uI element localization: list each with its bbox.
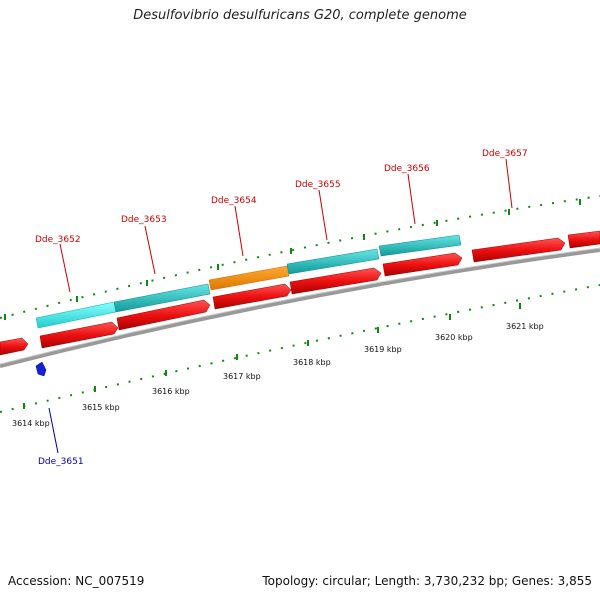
gene-label-dde-3652[interactable]: Dde_3652 xyxy=(35,235,81,245)
cds-arrow-dde-3654[interactable] xyxy=(212,283,292,310)
scale-label-3618: 3618 kbp xyxy=(293,358,331,367)
accession-text: Accession: NC_007519 xyxy=(8,574,145,588)
genome-title: Desulfovibrio desulfuricans G20, complet… xyxy=(133,8,467,23)
gene-label-dde-3656[interactable]: Dde_3656 xyxy=(384,164,430,174)
lower-scale-track xyxy=(0,284,600,413)
scale-label-3616: 3616 kbp xyxy=(152,387,190,396)
cog-bars xyxy=(35,234,462,329)
cds-arrows xyxy=(0,230,600,356)
cog-bar-dde-3654[interactable] xyxy=(208,265,290,291)
gene-label-dde-3653[interactable]: Dde_3653 xyxy=(121,215,167,225)
gene-label-dde-3657[interactable]: Dde_3657 xyxy=(482,149,528,159)
cds-arrow-dde-3652[interactable] xyxy=(39,321,119,349)
gene-leader-lines xyxy=(48,158,513,454)
genome-summary-text: Topology: circular; Length: 3,730,232 bp… xyxy=(262,574,592,588)
gene-label-dde-3655[interactable]: Dde_3655 xyxy=(295,180,341,190)
upper-tick-track xyxy=(0,195,600,320)
cog-bar-dde-3655[interactable] xyxy=(286,248,380,275)
cds-arrow-dde-3655[interactable] xyxy=(289,267,382,295)
cds-arrow-right-partial[interactable] xyxy=(567,230,600,249)
scale-label-3619: 3619 kbp xyxy=(364,345,402,354)
cog-bar-dde-3656[interactable] xyxy=(378,234,462,257)
scale-label-3620: 3620 kbp xyxy=(435,333,473,342)
scale-label-3621: 3621 kbp xyxy=(506,322,544,331)
cds-arrow-dde-3657[interactable] xyxy=(471,237,566,263)
cds-arrow-dde-3651[interactable] xyxy=(35,361,47,377)
genome-backbone xyxy=(0,248,600,368)
scale-label-3617: 3617 kbp xyxy=(223,372,261,381)
gene-label-dde-3651[interactable]: Dde_3651 xyxy=(38,457,84,467)
cog-bar-dde-3653[interactable] xyxy=(113,283,211,313)
cds-arrow-dde-3653[interactable] xyxy=(116,299,211,331)
cds-arrow-left-partial[interactable] xyxy=(0,337,29,356)
scale-label-3615: 3615 kbp xyxy=(82,403,120,412)
scale-label-3614: 3614 kbp xyxy=(12,419,50,428)
gene-label-dde-3654[interactable]: Dde_3654 xyxy=(211,196,257,206)
cds-arrow-dde-3656[interactable] xyxy=(382,252,463,277)
